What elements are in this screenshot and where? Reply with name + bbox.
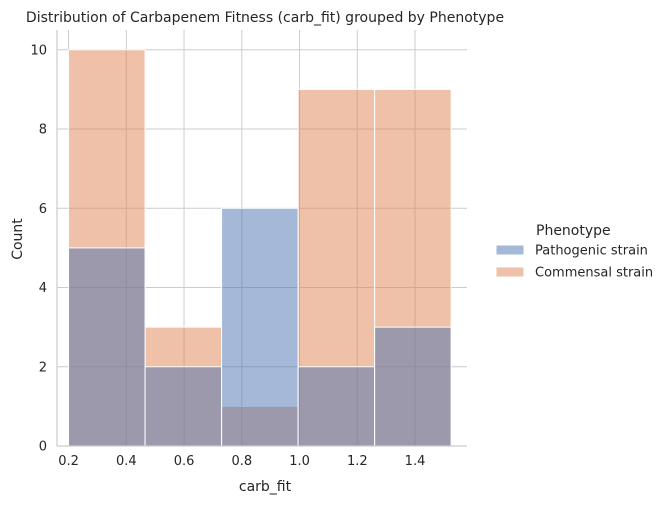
- x-tick-label: 1.0: [289, 454, 310, 469]
- legend-label: Pathogenic strain: [535, 244, 648, 259]
- y-tick-label: 10: [30, 43, 47, 58]
- x-tick-label: 1.2: [347, 454, 368, 469]
- x-tick-label: 1.4: [405, 454, 426, 469]
- y-axis-label: Count: [10, 218, 26, 260]
- x-tick-label: 0.2: [58, 454, 79, 469]
- legend-swatch: [495, 244, 525, 256]
- histogram-bar-pathogenic: [68, 247, 146, 447]
- histogram-bar-pathogenic: [144, 366, 223, 447]
- legend-title: Phenotype: [536, 223, 611, 239]
- axes: 0 2 4 6 8 10 0.2 0.4 0.6 0.8 1.0 1.2 1.4: [30, 30, 467, 469]
- legend-label: Commensal strain: [535, 266, 653, 281]
- x-tick-label: 0.6: [174, 454, 195, 469]
- histogram-bar-pathogenic: [297, 366, 376, 447]
- x-tick-label: 0.8: [231, 454, 252, 469]
- histogram-bar-pathogenic: [374, 326, 452, 447]
- x-axis-label: carb_fit: [239, 479, 292, 495]
- histogram-bar-pathogenic: [221, 207, 299, 447]
- legend: Phenotype Pathogenic strain Commensal str…: [495, 223, 653, 281]
- y-tick-label: 4: [39, 281, 47, 296]
- y-tick-label: 0: [39, 440, 47, 455]
- y-tick-label: 6: [39, 202, 47, 217]
- legend-swatch: [495, 266, 525, 278]
- x-tick-label: 0.4: [116, 454, 137, 469]
- y-tick-label: 2: [39, 360, 47, 375]
- bars: [68, 49, 452, 447]
- chart-title: Distribution of Carbapenem Fitness (carb…: [26, 10, 504, 26]
- y-tick-label: 8: [39, 123, 47, 138]
